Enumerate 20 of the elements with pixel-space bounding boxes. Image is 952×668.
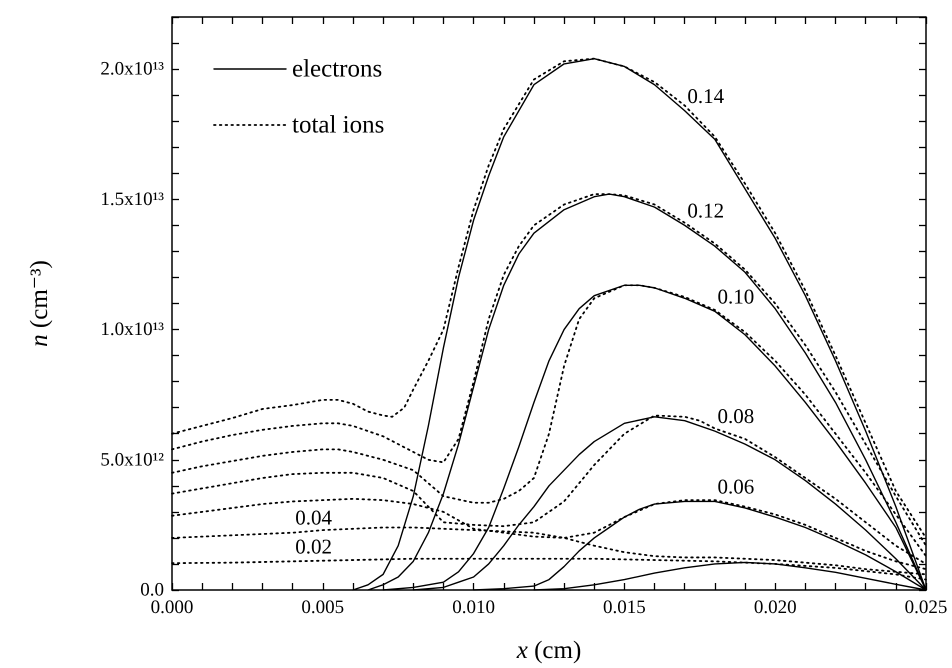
y-tick-label: 5.0x10¹² bbox=[100, 449, 164, 470]
y-tick-label: 1.0x10¹³ bbox=[100, 319, 164, 340]
x-tick-label: 0.010 bbox=[452, 597, 495, 618]
legend-label: electrons bbox=[292, 56, 382, 82]
x-tick-label: 0.025 bbox=[904, 597, 948, 618]
x-axis-title: x (cm) bbox=[516, 637, 582, 664]
annotation: 0.04 bbox=[295, 506, 333, 530]
annotation: 0.12 bbox=[687, 198, 724, 222]
y-axis-title: n (cm⁻³) bbox=[26, 260, 53, 347]
annotation: 0.08 bbox=[718, 404, 754, 428]
legend-label: total ions bbox=[292, 112, 384, 138]
annotation: 0.10 bbox=[718, 284, 754, 308]
annotation: 0.06 bbox=[718, 474, 754, 498]
x-tick-label: 0.020 bbox=[754, 597, 797, 618]
annotation: 0.14 bbox=[687, 84, 725, 108]
x-tick-label: 0.005 bbox=[301, 597, 344, 618]
y-tick-label: 2.0x10¹³ bbox=[100, 58, 164, 80]
x-tick-label: 0.015 bbox=[603, 597, 646, 618]
annotation: 0.02 bbox=[295, 534, 332, 558]
y-tick-label: 1.5x10¹³ bbox=[100, 188, 164, 210]
